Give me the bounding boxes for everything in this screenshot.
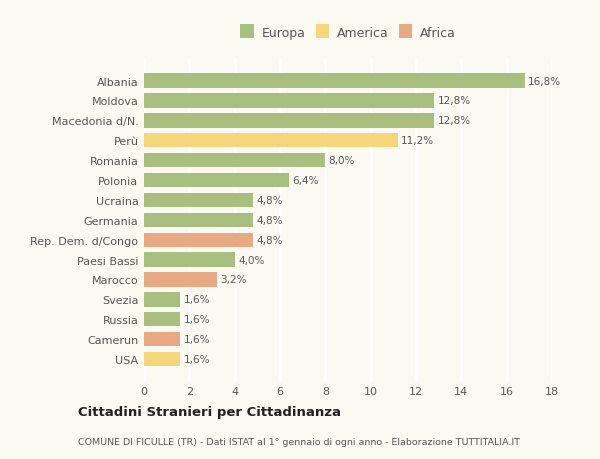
Text: 1,6%: 1,6% bbox=[184, 335, 210, 344]
Bar bbox=[144, 313, 180, 327]
Bar bbox=[144, 233, 253, 247]
Bar bbox=[144, 94, 434, 108]
Bar bbox=[144, 74, 525, 89]
Bar bbox=[144, 134, 398, 148]
Text: COMUNE DI FICULLE (TR) - Dati ISTAT al 1° gennaio di ogni anno - Elaborazione TU: COMUNE DI FICULLE (TR) - Dati ISTAT al 1… bbox=[78, 437, 520, 446]
Text: 16,8%: 16,8% bbox=[528, 77, 562, 86]
Bar bbox=[144, 292, 180, 307]
Bar bbox=[144, 154, 325, 168]
Bar bbox=[144, 273, 217, 287]
Bar bbox=[144, 352, 180, 366]
Text: 6,4%: 6,4% bbox=[292, 176, 319, 185]
Text: 4,0%: 4,0% bbox=[238, 255, 265, 265]
Bar bbox=[144, 332, 180, 347]
Text: 4,8%: 4,8% bbox=[256, 196, 283, 206]
Legend: Europa, America, Africa: Europa, America, Africa bbox=[238, 24, 458, 42]
Bar bbox=[144, 213, 253, 228]
Text: 4,8%: 4,8% bbox=[256, 215, 283, 225]
Text: 1,6%: 1,6% bbox=[184, 295, 210, 305]
Bar bbox=[144, 253, 235, 267]
Bar bbox=[144, 174, 289, 188]
Text: 12,8%: 12,8% bbox=[437, 116, 470, 126]
Text: 11,2%: 11,2% bbox=[401, 136, 434, 146]
Text: 1,6%: 1,6% bbox=[184, 314, 210, 325]
Text: 8,0%: 8,0% bbox=[329, 156, 355, 166]
Text: 3,2%: 3,2% bbox=[220, 275, 247, 285]
Bar bbox=[144, 114, 434, 128]
Text: 12,8%: 12,8% bbox=[437, 96, 470, 106]
Bar bbox=[144, 193, 253, 207]
Text: 1,6%: 1,6% bbox=[184, 354, 210, 364]
Text: 4,8%: 4,8% bbox=[256, 235, 283, 245]
Text: Cittadini Stranieri per Cittadinanza: Cittadini Stranieri per Cittadinanza bbox=[78, 405, 341, 419]
